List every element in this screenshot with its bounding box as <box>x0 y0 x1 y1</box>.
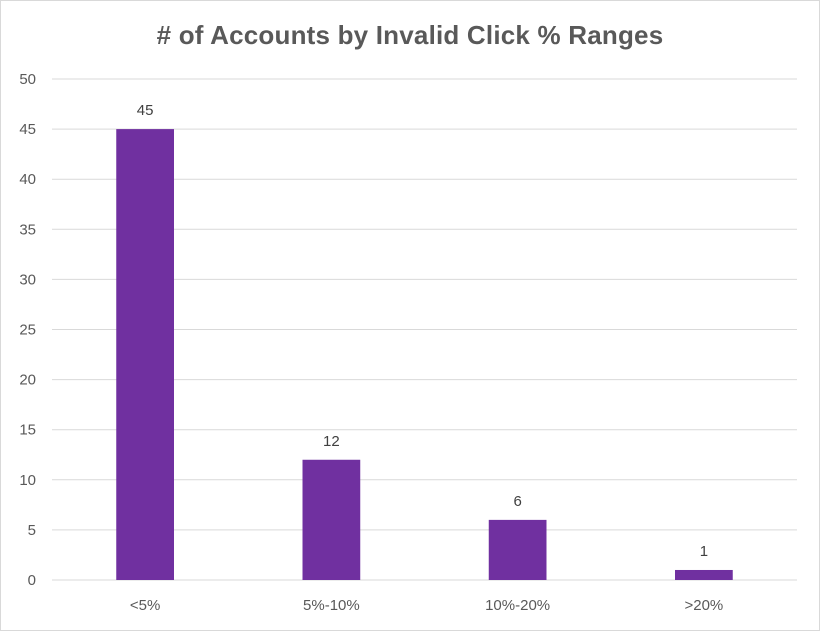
bar <box>675 569 733 580</box>
y-tick-label: 0 <box>28 572 36 589</box>
data-label: 45 <box>137 102 154 119</box>
y-tick-label: 15 <box>19 422 36 439</box>
y-axis-ticks: 0 5 10 15 20 25 30 35 40 45 50 <box>19 71 36 589</box>
x-tick-label: 5%-10% <box>303 597 360 614</box>
x-axis-ticks: <5% 5%-10% 10%-20% >20% <box>130 597 723 614</box>
data-label: 12 <box>323 433 340 450</box>
data-label: 1 <box>700 543 708 560</box>
data-labels: 45 12 6 1 <box>137 102 708 560</box>
y-tick-label: 25 <box>19 322 36 339</box>
y-tick-label: 35 <box>19 221 36 238</box>
bars <box>116 129 733 580</box>
bar <box>488 519 547 580</box>
gridlines <box>52 78 797 581</box>
x-tick-label: 10%-20% <box>485 597 550 614</box>
bar <box>302 459 361 580</box>
x-tick-label: >20% <box>684 597 723 614</box>
y-tick-label: 45 <box>19 121 36 138</box>
y-tick-label: 10 <box>19 472 36 489</box>
x-tick-label: <5% <box>130 597 160 614</box>
y-tick-label: 40 <box>19 171 36 188</box>
data-label: 6 <box>513 493 521 510</box>
bar <box>116 129 174 580</box>
y-tick-label: 30 <box>19 271 36 288</box>
y-tick-label: 50 <box>19 71 36 88</box>
y-tick-label: 5 <box>28 522 36 539</box>
y-tick-label: 20 <box>19 372 36 389</box>
chart-title: # of Accounts by Invalid Click % Ranges <box>156 20 664 50</box>
